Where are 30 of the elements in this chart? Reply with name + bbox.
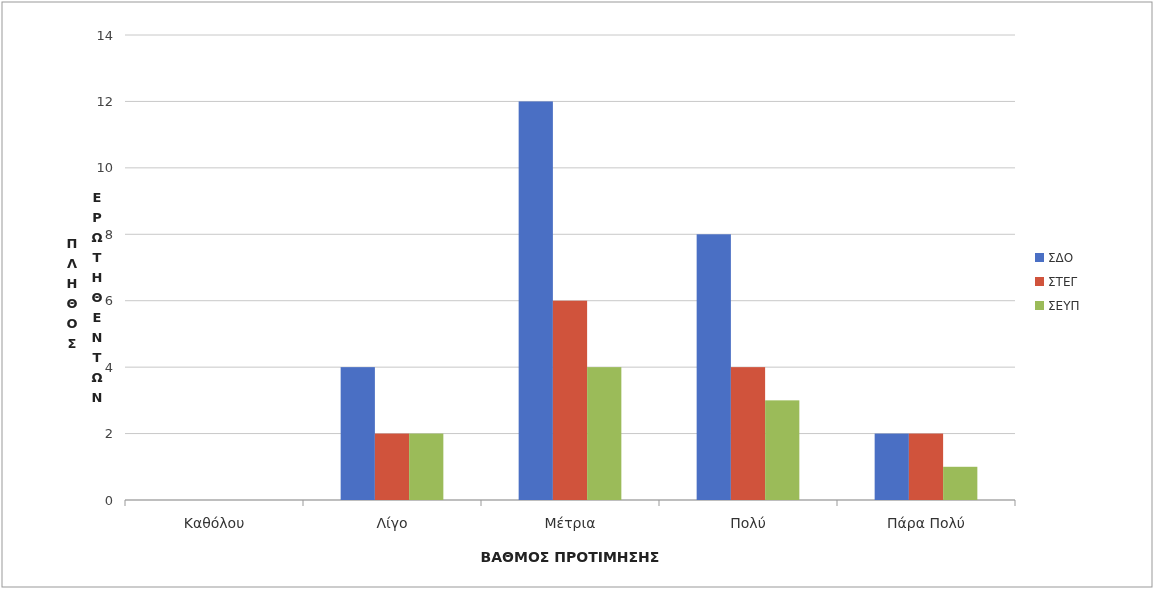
x-tick-label: Πολύ xyxy=(730,515,766,531)
x-tick-label: Καθόλου xyxy=(183,515,245,531)
legend-label: ΣΕΥΠ xyxy=(1048,299,1080,314)
y-tick-label: 0 xyxy=(104,492,113,508)
bar xyxy=(908,433,944,500)
x-tick-label: Μέτρια xyxy=(544,515,596,531)
bar xyxy=(696,234,731,500)
x-axis-title: ΒΑΘΜΟΣ ΠΡΟΤΙΜΗΣΗΣ xyxy=(480,549,660,565)
legend-label: ΣΔΟ xyxy=(1048,251,1074,266)
bar xyxy=(587,367,622,500)
bar xyxy=(874,433,909,500)
bar xyxy=(552,300,588,500)
y-axis-title: ΠΛΗΘΟΣ ΕΡΩΤΗΘΕΝΤΩΝ xyxy=(64,189,105,410)
bar xyxy=(943,466,978,500)
y-tick-label: 8 xyxy=(104,226,113,242)
y-tick-label: 10 xyxy=(96,160,113,176)
bar xyxy=(340,367,375,500)
y-tick-label: 4 xyxy=(104,359,113,375)
bar xyxy=(374,433,410,500)
x-tick-label: Λίγο xyxy=(376,515,408,531)
y-tick-label: 6 xyxy=(104,293,113,309)
bar xyxy=(409,433,444,500)
bar xyxy=(518,101,553,500)
y-tick-label: 14 xyxy=(96,27,113,43)
y-tick-label: 12 xyxy=(96,93,113,109)
bar xyxy=(765,400,800,500)
legend-label: ΣΤΕΓ xyxy=(1048,275,1078,290)
x-tick-label: Πάρα Πολύ xyxy=(887,515,965,531)
y-tick-label: 2 xyxy=(104,426,113,442)
bar xyxy=(730,367,766,500)
